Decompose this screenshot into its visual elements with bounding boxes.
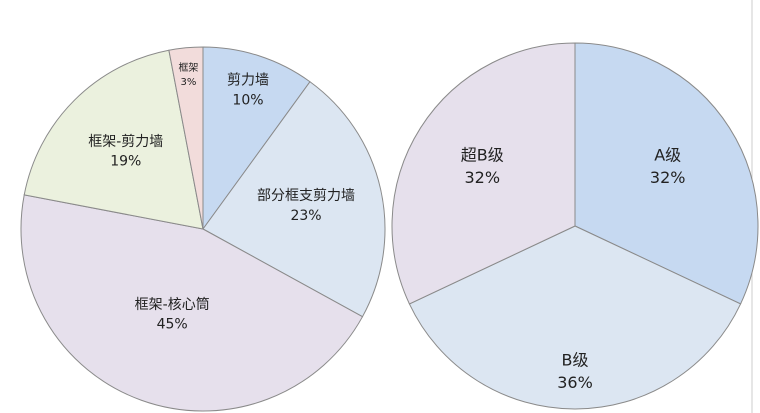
value-label: 45% — [157, 316, 188, 332]
pie-slice — [408, 225, 742, 410]
pie-slice — [23, 49, 204, 230]
value-label: 23% — [290, 208, 321, 224]
pie-slice — [574, 42, 759, 305]
pie-slice — [391, 42, 576, 305]
slice-label: 框架-核心筒 — [135, 296, 210, 313]
pie-slice — [202, 81, 386, 318]
slice-label: 部分框支剪力墙 — [257, 188, 355, 204]
slice-label: A级 — [654, 145, 681, 164]
slice-label: 超B级 — [461, 145, 504, 164]
pie-slice — [20, 194, 364, 412]
value-label: 10% — [232, 92, 263, 108]
slice-label: 框架-剪力墙 — [88, 134, 163, 150]
value-label: 36% — [557, 373, 593, 392]
pie-slice — [202, 46, 311, 231]
value-label: 32% — [465, 168, 501, 187]
slice-label: 框架 — [178, 61, 198, 74]
slice-label: B级 — [562, 351, 589, 370]
value-label: 32% — [650, 168, 686, 187]
value-label: 3% — [181, 77, 197, 88]
slice-label: 剪力墙 — [227, 73, 269, 89]
value-label: 19% — [110, 154, 141, 170]
pie-slice — [168, 46, 204, 230]
